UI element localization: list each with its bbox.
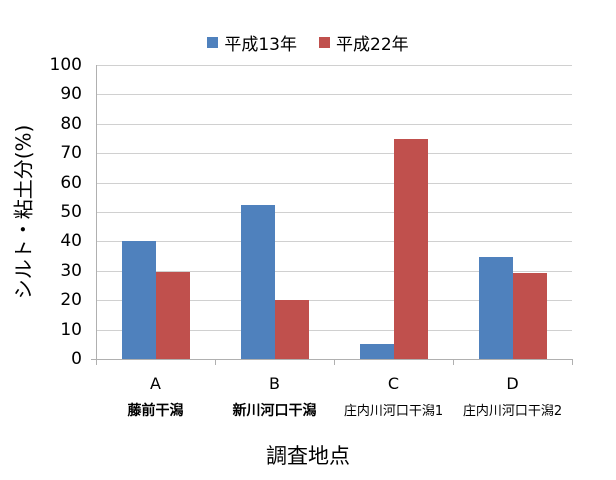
x-tick <box>572 359 573 365</box>
y-tick-label: 70 <box>60 143 82 164</box>
y-tick-label: 40 <box>60 231 82 252</box>
y-tick-label: 0 <box>71 349 82 369</box>
gridline <box>96 212 572 213</box>
x-tick <box>215 359 216 365</box>
bar-C-series1 <box>393 138 428 359</box>
y-axis <box>96 65 97 359</box>
y-tick-label: 60 <box>60 172 82 193</box>
bar-B-series1 <box>274 300 309 359</box>
x-axis-title: 調査地点 <box>266 444 350 468</box>
category-label: B <box>269 374 280 393</box>
y-tick-label: 90 <box>60 84 82 105</box>
x-tick <box>96 359 97 365</box>
legend-item-h13: 平成13年 <box>207 30 297 55</box>
x-tick <box>334 359 335 365</box>
y-axis-title: シルト・粘土分(%) <box>11 124 36 300</box>
y-tick-label: 30 <box>60 260 82 281</box>
x-axis <box>91 359 572 360</box>
bar-A-series0 <box>121 241 156 359</box>
y-tick-label: 10 <box>60 319 82 340</box>
y-tick-label: 20 <box>60 290 82 311</box>
bar-C-series0 <box>359 344 394 359</box>
category-name: 新川河口干潟 <box>232 403 317 419</box>
category-label: D <box>506 374 519 393</box>
legend: 平成13年 平成22年 <box>0 30 616 55</box>
legend-label: 平成13年 <box>224 35 297 55</box>
plot-area <box>96 65 572 359</box>
category-label: A <box>150 374 161 393</box>
gridline <box>96 65 572 66</box>
gridline <box>96 300 572 302</box>
gridline <box>96 270 572 272</box>
bar-D-series1 <box>512 272 547 359</box>
legend-item-h22: 平成22年 <box>319 30 409 55</box>
y-tick-label: 50 <box>60 202 82 222</box>
gridline <box>96 123 572 125</box>
category-label: C <box>387 374 400 393</box>
y-tick-label: 80 <box>60 113 82 134</box>
category-name: 庄内川河口干潟1 <box>343 404 444 419</box>
x-tick <box>453 359 454 365</box>
gridline <box>96 241 572 243</box>
gridline <box>96 329 572 331</box>
legend-swatch-red <box>319 37 330 48</box>
category-name: 庄内川河口干潟2 <box>462 404 563 419</box>
gridline <box>96 94 572 96</box>
bar-B-series0 <box>240 205 275 359</box>
gridline <box>96 182 572 184</box>
y-tick-label: 100 <box>49 55 82 75</box>
bar-A-series1 <box>155 272 190 359</box>
gridline <box>96 153 572 155</box>
legend-label: 平成22年 <box>336 35 409 55</box>
bar-D-series0 <box>478 256 513 359</box>
legend-swatch-blue <box>207 37 219 48</box>
category-name: 藤前干潟 <box>127 403 184 419</box>
